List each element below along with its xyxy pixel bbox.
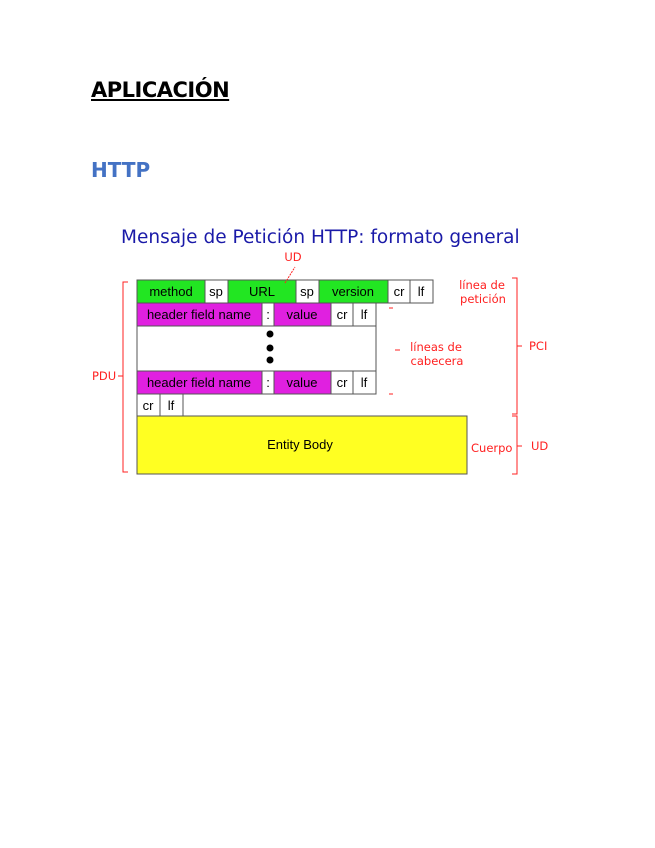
lf-field: lf xyxy=(361,375,368,390)
request-line xyxy=(136,279,434,304)
colon-field: : xyxy=(266,375,270,390)
ellipsis-dot xyxy=(266,330,274,338)
body-label: Cuerpo xyxy=(471,441,512,455)
version-field: version xyxy=(332,284,374,299)
header-field-name: header field name xyxy=(147,375,251,390)
ellipsis-dot xyxy=(266,344,274,352)
request-line-label: línea de xyxy=(459,278,505,292)
url-field: URL xyxy=(249,284,275,299)
value-field: value xyxy=(286,375,317,390)
sp-field: sp xyxy=(300,284,314,299)
lf-field: lf xyxy=(418,284,425,299)
ud-top-label: UD xyxy=(284,250,301,264)
page-heading: APLICACIÓN xyxy=(91,78,230,102)
header-field-name: header field name xyxy=(147,307,251,322)
value-field: value xyxy=(286,307,317,322)
entity-body-label: Entity Body xyxy=(267,437,333,452)
header-lines-label: cabecera xyxy=(411,354,464,368)
colon-field: : xyxy=(266,307,270,322)
lf-field: lf xyxy=(168,398,175,413)
cr-field: cr xyxy=(337,307,349,322)
cr-field: cr xyxy=(394,284,406,299)
ud-body-label: UD xyxy=(531,439,548,453)
diagram-title: Mensaje de Petición HTTP: formato genera… xyxy=(121,227,520,248)
ellipsis-box xyxy=(136,325,377,372)
pdu-label: PDU xyxy=(92,369,116,383)
header-lines-label: líneas de xyxy=(410,340,462,354)
section-heading: HTTP xyxy=(91,158,151,182)
pci-label: PCI xyxy=(529,339,547,353)
entity-body-box xyxy=(136,415,468,475)
cr-field: cr xyxy=(337,375,349,390)
lf-field: lf xyxy=(361,307,368,322)
annotation-marks xyxy=(118,266,522,475)
ellipsis-dot xyxy=(266,356,274,364)
request-line-label: petición xyxy=(460,292,506,306)
sp-field: sp xyxy=(209,284,223,299)
method-field: method xyxy=(149,284,192,299)
header-line xyxy=(136,370,377,395)
cr-field: cr xyxy=(143,398,155,413)
